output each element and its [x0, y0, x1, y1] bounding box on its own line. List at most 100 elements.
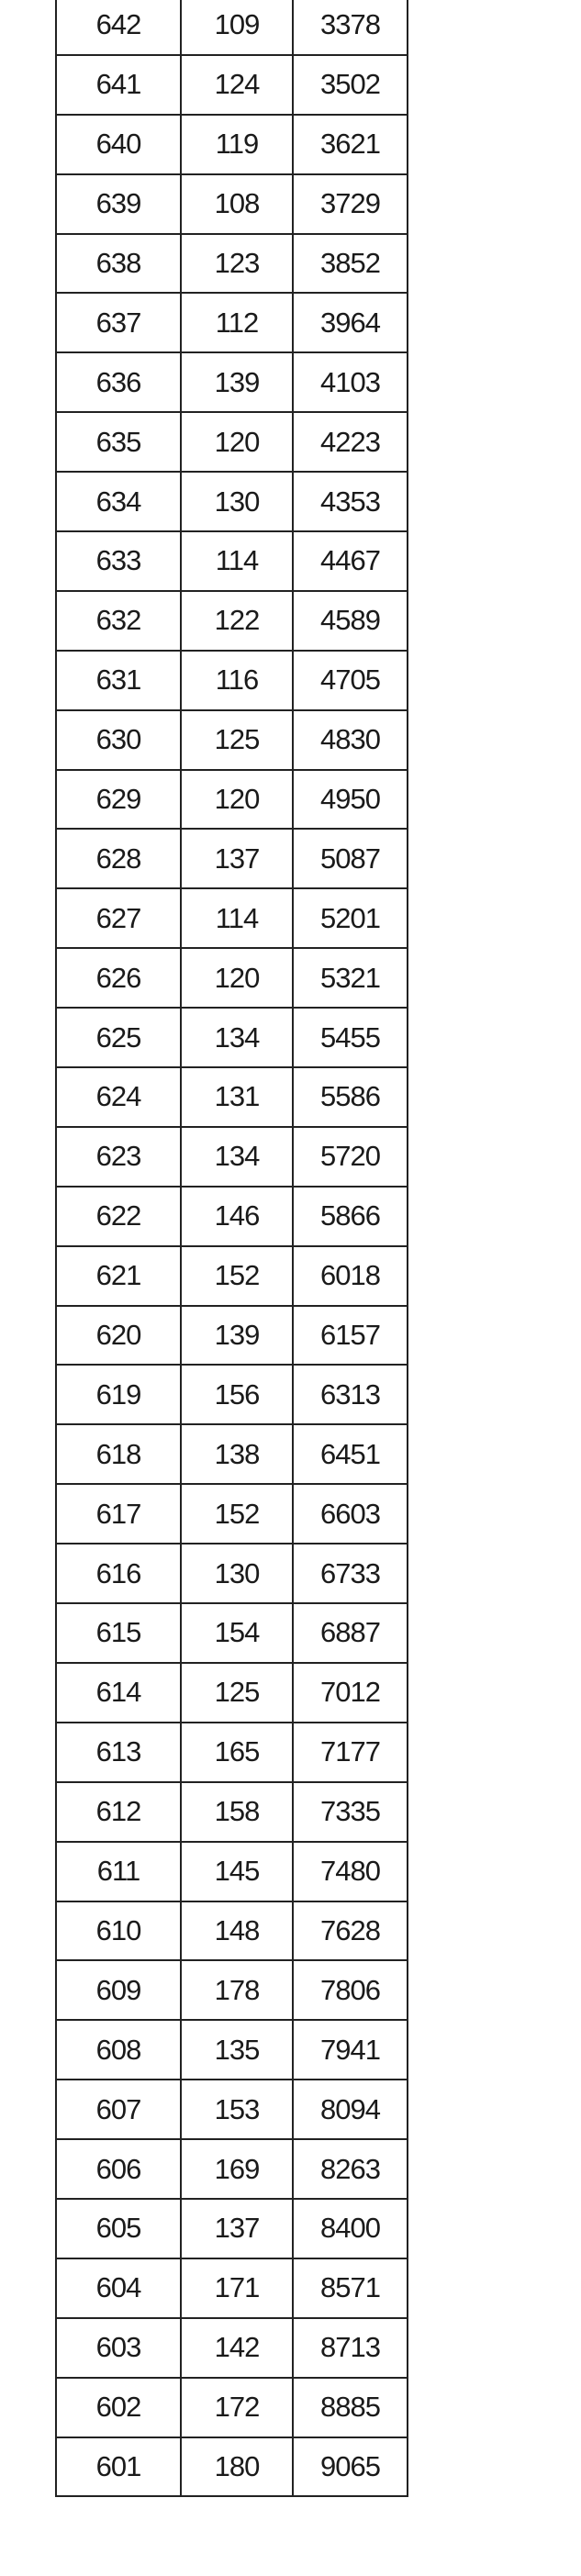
table-row: 636 139 4103 — [55, 351, 408, 414]
count-cell: 178 — [180, 1959, 294, 2022]
score-cell: 621 — [55, 1244, 182, 1307]
cumulative-cell: 7941 — [292, 2019, 408, 2081]
cumulative-cell: 5455 — [292, 1007, 408, 1069]
table-row: 630 125 4830 — [55, 708, 408, 771]
table-row: 640 119 3621 — [55, 113, 408, 175]
count-cell: 130 — [180, 471, 294, 533]
table-row: 619 156 6313 — [55, 1364, 408, 1426]
cumulative-cell: 6313 — [292, 1364, 408, 1426]
cumulative-cell: 5866 — [292, 1185, 408, 1247]
count-cell: 114 — [180, 530, 294, 592]
count-cell: 158 — [180, 1780, 294, 1843]
table-row: 607 153 8094 — [55, 2079, 408, 2141]
score-cell: 625 — [55, 1007, 182, 1069]
score-cell: 631 — [55, 649, 182, 711]
count-cell: 154 — [180, 1602, 294, 1664]
score-cell: 622 — [55, 1185, 182, 1247]
count-cell: 134 — [180, 1125, 294, 1188]
cumulative-cell: 7177 — [292, 1721, 408, 1783]
cumulative-cell: 7628 — [292, 1900, 408, 1962]
score-cell: 624 — [55, 1066, 182, 1128]
score-cell: 605 — [55, 2197, 182, 2259]
count-cell: 125 — [180, 1661, 294, 1723]
table-row: 605 137 8400 — [55, 2197, 408, 2259]
count-cell: 108 — [180, 173, 294, 235]
cumulative-cell: 3378 — [292, 0, 408, 56]
count-cell: 145 — [180, 1840, 294, 1902]
table-row: 609 178 7806 — [55, 1959, 408, 2022]
count-cell: 120 — [180, 768, 294, 831]
score-cell: 634 — [55, 471, 182, 533]
table-row: 614 125 7012 — [55, 1661, 408, 1723]
count-cell: 153 — [180, 2079, 294, 2141]
score-cell: 608 — [55, 2019, 182, 2081]
table-row: 615 154 6887 — [55, 1602, 408, 1664]
score-cell: 612 — [55, 1780, 182, 1843]
count-cell: 131 — [180, 1066, 294, 1128]
cumulative-cell: 5321 — [292, 947, 408, 1009]
count-cell: 137 — [180, 828, 294, 890]
cumulative-cell: 4830 — [292, 708, 408, 771]
score-cell: 638 — [55, 232, 182, 295]
cumulative-cell: 6733 — [292, 1543, 408, 1605]
table-row: 608 135 7941 — [55, 2019, 408, 2081]
table-row: 604 171 8571 — [55, 2257, 408, 2319]
table-row: 612 158 7335 — [55, 1780, 408, 1843]
score-table: 642 109 3378 641 124 3502 640 119 3621 639 108 3729… — [55, 0, 408, 2498]
cumulative-cell: 6603 — [292, 1483, 408, 1545]
table-row: 613 165 7177 — [55, 1721, 408, 1783]
cumulative-cell: 7335 — [292, 1780, 408, 1843]
cumulative-cell: 9065 — [292, 2436, 408, 2498]
score-cell: 642 — [55, 0, 182, 56]
table-row: 611 145 7480 — [55, 1840, 408, 1902]
cumulative-cell: 3621 — [292, 113, 408, 175]
cumulative-cell: 4467 — [292, 530, 408, 592]
score-cell: 630 — [55, 708, 182, 771]
table-row: 610 148 7628 — [55, 1900, 408, 1962]
cumulative-cell: 5586 — [292, 1066, 408, 1128]
table-row: 632 122 4589 — [55, 589, 408, 652]
table-row: 627 114 5201 — [55, 887, 408, 950]
score-cell: 617 — [55, 1483, 182, 1545]
table-row: 616 130 6733 — [55, 1543, 408, 1605]
score-cell: 611 — [55, 1840, 182, 1902]
count-cell: 134 — [180, 1007, 294, 1069]
score-cell: 607 — [55, 2079, 182, 2141]
count-cell: 137 — [180, 2197, 294, 2259]
cumulative-cell: 6018 — [292, 1244, 408, 1307]
count-cell: 120 — [180, 411, 294, 474]
score-cell: 618 — [55, 1423, 182, 1486]
count-cell: 152 — [180, 1483, 294, 1545]
count-cell: 156 — [180, 1364, 294, 1426]
table-row: 606 169 8263 — [55, 2138, 408, 2200]
cumulative-cell: 8263 — [292, 2138, 408, 2200]
count-cell: 114 — [180, 887, 294, 950]
table-row: 638 123 3852 — [55, 232, 408, 295]
table-row: 629 120 4950 — [55, 768, 408, 831]
cumulative-cell: 6451 — [292, 1423, 408, 1486]
table-row: 602 172 8885 — [55, 2376, 408, 2438]
table-row: 620 139 6157 — [55, 1304, 408, 1366]
count-cell: 148 — [180, 1900, 294, 1962]
score-cell: 629 — [55, 768, 182, 831]
count-cell: 152 — [180, 1244, 294, 1307]
count-cell: 172 — [180, 2376, 294, 2438]
score-cell: 626 — [55, 947, 182, 1009]
count-cell: 124 — [180, 53, 294, 116]
cumulative-cell: 3964 — [292, 292, 408, 354]
count-cell: 116 — [180, 649, 294, 711]
cumulative-cell: 5720 — [292, 1125, 408, 1188]
count-cell: 138 — [180, 1423, 294, 1486]
count-cell: 109 — [180, 0, 294, 56]
cumulative-cell: 6887 — [292, 1602, 408, 1664]
count-cell: 171 — [180, 2257, 294, 2319]
table-row: 626 120 5321 — [55, 947, 408, 1009]
score-cell: 637 — [55, 292, 182, 354]
cumulative-cell: 5201 — [292, 887, 408, 950]
score-cell: 609 — [55, 1959, 182, 2022]
table-row: 618 138 6451 — [55, 1423, 408, 1486]
count-cell: 125 — [180, 708, 294, 771]
cumulative-cell: 4103 — [292, 351, 408, 414]
score-cell: 627 — [55, 887, 182, 950]
cumulative-cell: 7012 — [292, 1661, 408, 1723]
